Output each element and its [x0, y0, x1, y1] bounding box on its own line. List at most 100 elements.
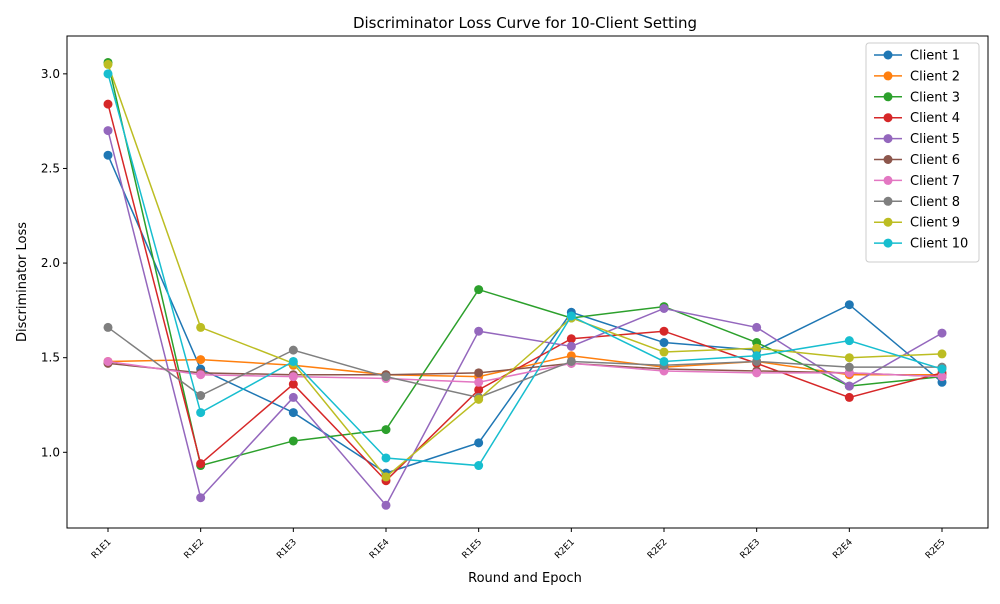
data-point: [288, 379, 298, 389]
series-4: [103, 99, 947, 486]
y-tick-label: 3.0: [41, 67, 60, 81]
legend-item: Client 2: [874, 69, 960, 84]
legend-label: Client 8: [910, 195, 960, 210]
data-point: [752, 322, 762, 332]
data-point: [566, 341, 576, 351]
y-tick-label: 2.0: [41, 256, 60, 270]
legend-item: Client 3: [874, 90, 960, 105]
data-point: [288, 436, 298, 446]
data-point: [103, 99, 113, 109]
data-point: [381, 500, 391, 510]
data-point: [196, 370, 206, 380]
data-point: [103, 322, 113, 332]
chart-title: Discriminator Loss Curve for 10-Client S…: [353, 14, 697, 32]
data-point: [288, 345, 298, 355]
data-point: [474, 461, 484, 471]
legend-label: Client 7: [910, 174, 960, 189]
series-line: [107, 73, 943, 467]
data-point: [752, 351, 762, 361]
data-point: [196, 408, 206, 418]
data-point: [937, 349, 947, 359]
data-point: [752, 368, 762, 378]
series-line: [107, 362, 943, 378]
legend-label: Client 6: [910, 153, 960, 168]
data-point: [288, 392, 298, 402]
data-point: [381, 372, 391, 382]
data-point: [103, 69, 113, 79]
data-point: [752, 343, 762, 353]
data-point: [474, 385, 484, 395]
data-point: [844, 353, 854, 363]
series-5: [103, 126, 947, 510]
legend-label: Client 10: [910, 237, 968, 252]
data-point: [844, 381, 854, 391]
data-point: [474, 326, 484, 336]
data-point: [937, 372, 947, 382]
legend-item: Client 4: [874, 111, 960, 126]
data-point: [566, 334, 576, 344]
legend-marker: [883, 217, 893, 227]
legend-box: [865, 42, 980, 263]
legend-item: Client 8: [874, 195, 960, 210]
data-point: [659, 338, 669, 348]
legend-marker: [883, 196, 893, 206]
data-point: [288, 356, 298, 366]
legend-label: Client 9: [910, 216, 960, 231]
legend-label: Client 1: [910, 49, 960, 64]
legend: Client 1 Client 2 Client 3 Client 4 Client 5…: [865, 42, 980, 263]
legend-item: Client 5: [874, 132, 960, 147]
data-point: [196, 493, 206, 503]
data-point: [659, 303, 669, 313]
data-point: [474, 285, 484, 295]
data-point: [844, 336, 854, 346]
data-point: [566, 311, 576, 321]
series-line: [107, 154, 943, 474]
legend-item: Client 6: [874, 153, 960, 168]
data-point: [196, 459, 206, 469]
series-line: [107, 103, 943, 482]
series-line: [107, 360, 943, 384]
y-axis-label: Discriminator Loss: [15, 222, 30, 342]
data-point: [659, 326, 669, 336]
series-line: [107, 130, 943, 507]
data-point: [103, 59, 113, 69]
data-point: [937, 364, 947, 374]
legend-marker: [883, 238, 893, 248]
legend-marker: [883, 175, 893, 185]
data-point: [196, 322, 206, 332]
y-tick-label: 2.5: [41, 161, 60, 175]
legend-marker: [883, 113, 893, 123]
data-point: [566, 356, 576, 366]
series-line: [107, 326, 942, 399]
data-point: [381, 472, 391, 482]
legend-label: Client 5: [910, 132, 960, 147]
x-axis-label: Round and Epoch: [468, 571, 582, 586]
data-point: [474, 438, 484, 448]
series-line: [107, 64, 943, 478]
legend-item: Client 10: [874, 237, 968, 252]
data-point: [381, 425, 391, 435]
data-point: [103, 356, 113, 366]
legend-marker: [883, 71, 893, 81]
legend-label: Client 4: [910, 111, 960, 126]
series-7: [103, 356, 947, 387]
y-tick-label: 1.0: [41, 445, 60, 459]
legend-marker: [883, 155, 893, 164]
legend-item: Client 9: [874, 216, 960, 231]
data-point: [844, 392, 854, 402]
series-10: [103, 69, 947, 471]
legend-marker: [883, 50, 893, 60]
data-point: [659, 356, 669, 366]
series-line: [107, 355, 942, 378]
legend-item: Client 1: [874, 49, 960, 64]
data-point: [103, 126, 113, 136]
data-point: [288, 372, 298, 382]
data-point: [381, 453, 391, 463]
data-point: [474, 394, 484, 404]
axes-frame: [66, 35, 989, 529]
data-point: [844, 362, 854, 372]
data-point: [196, 355, 206, 365]
